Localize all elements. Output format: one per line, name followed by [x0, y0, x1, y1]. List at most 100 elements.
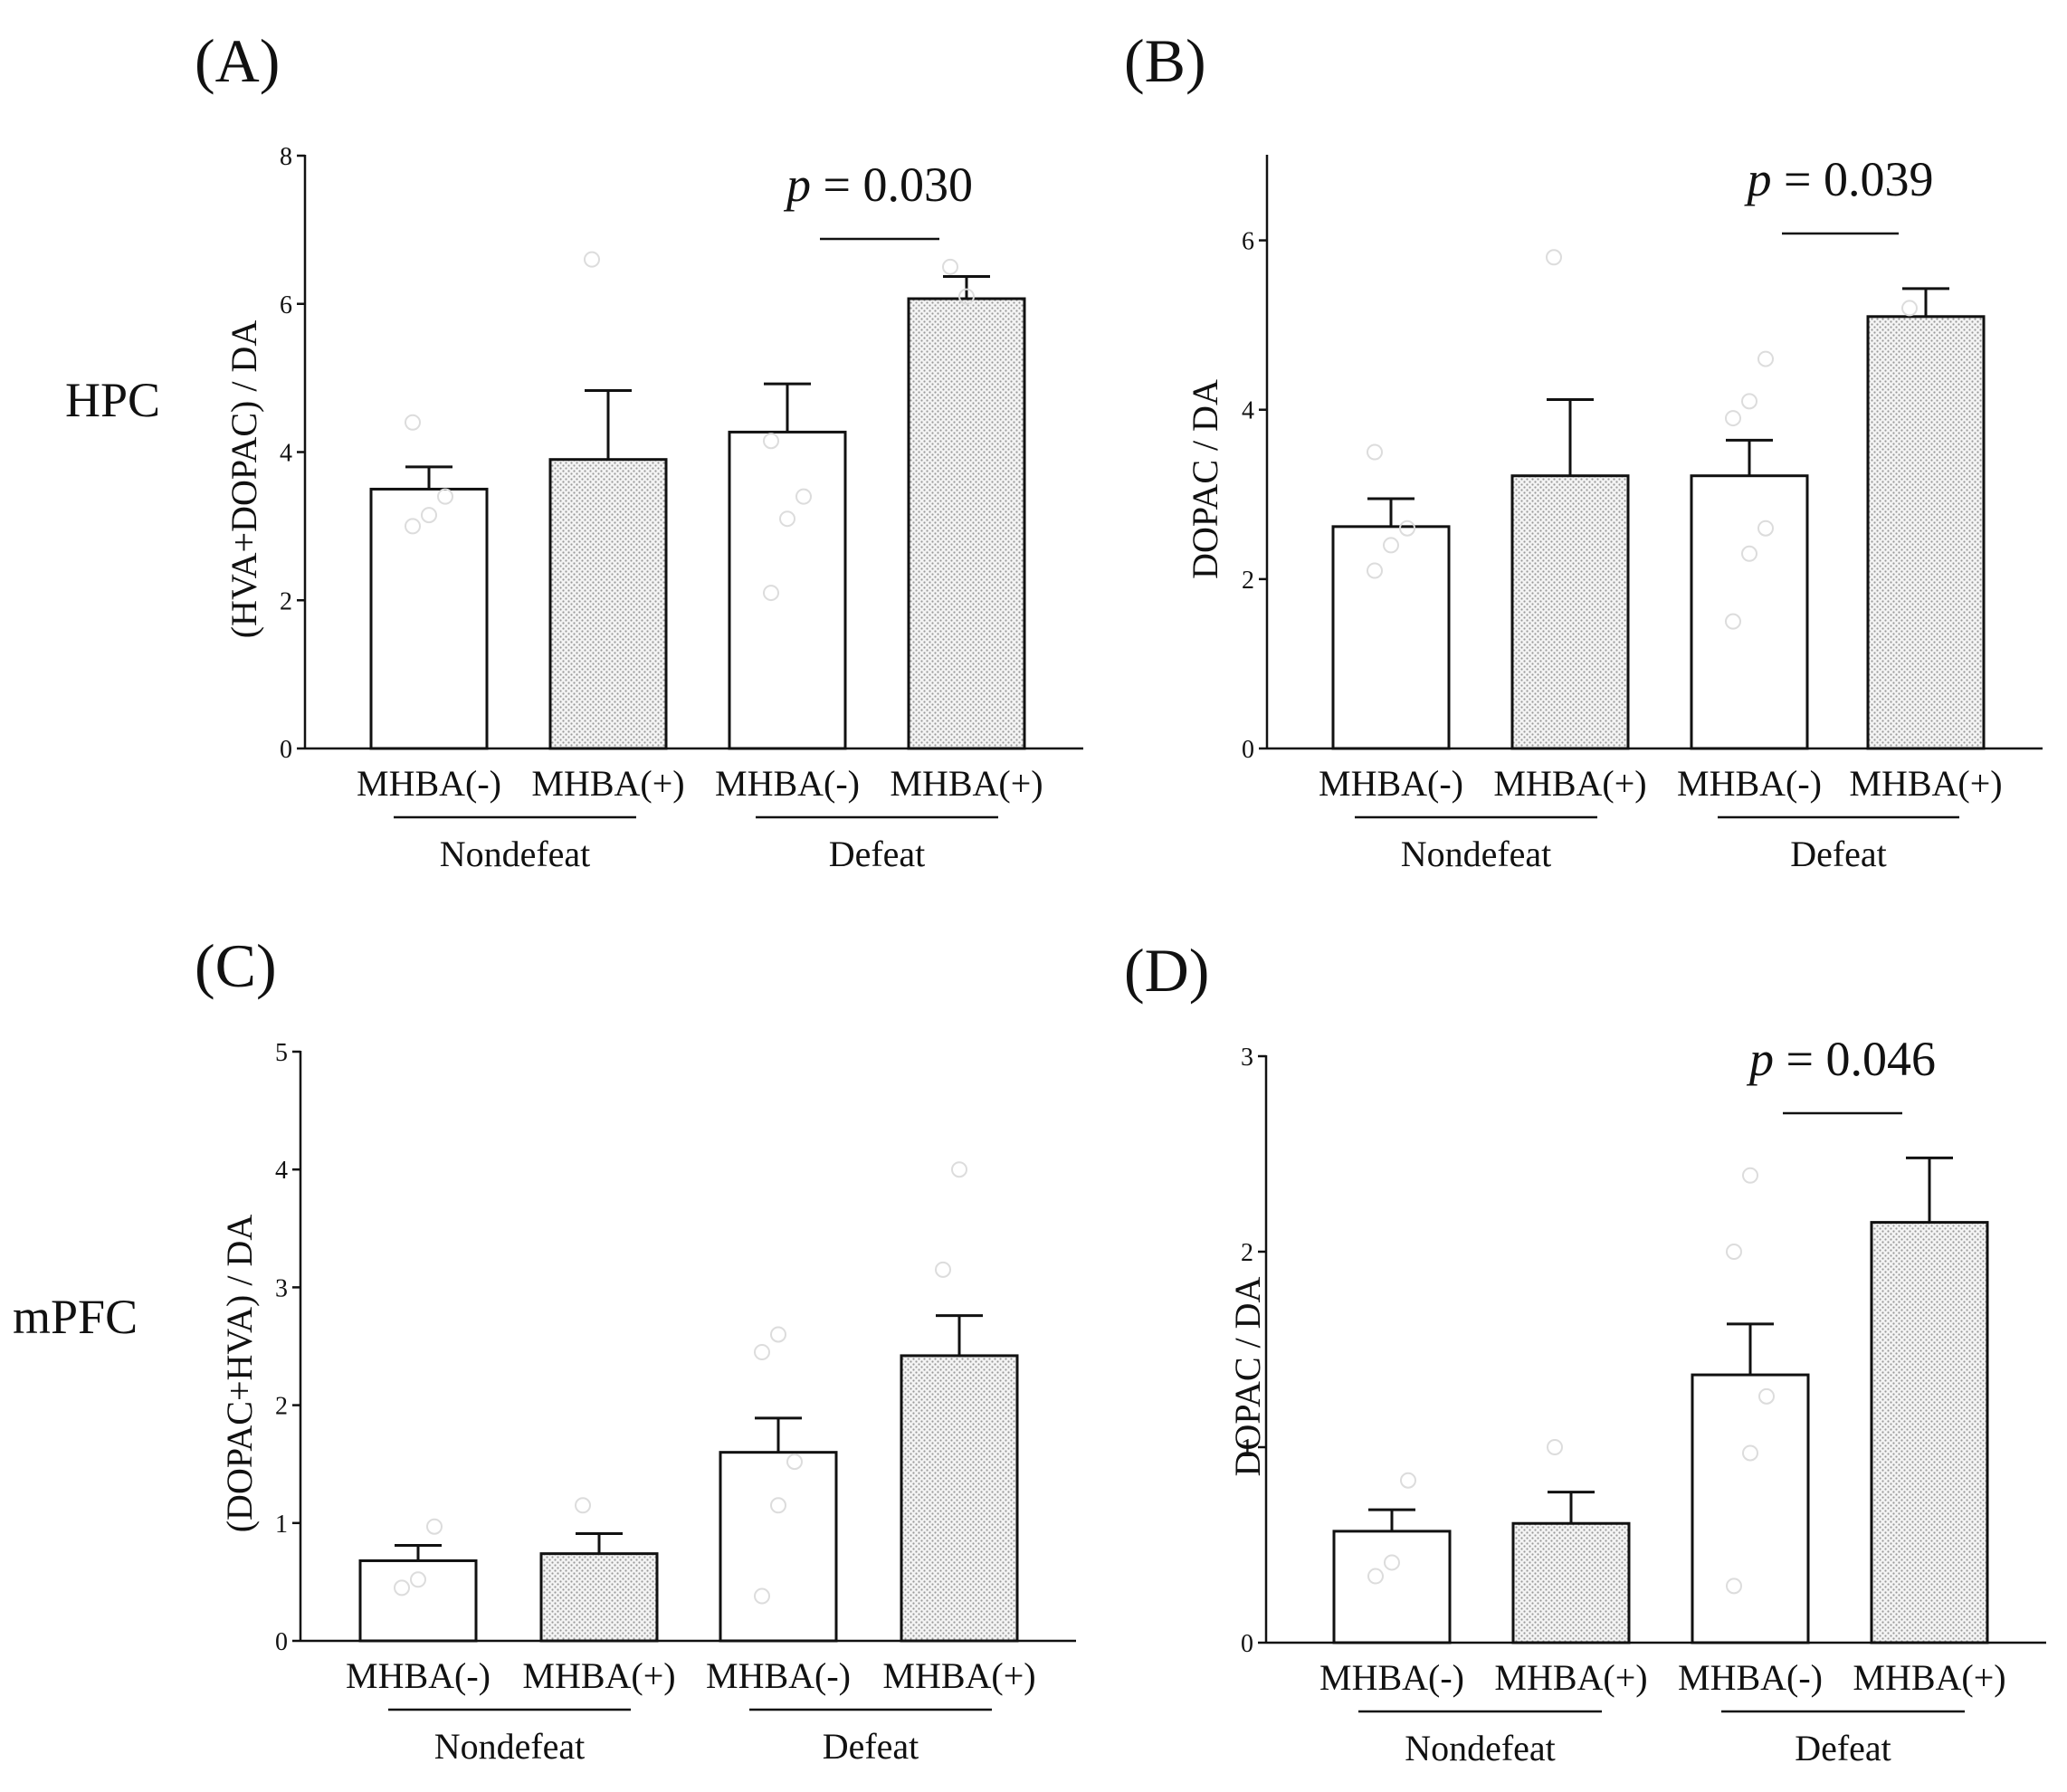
significance-p: p — [783, 157, 824, 212]
x-category-label: MHBA(-) — [1319, 1657, 1464, 1698]
y-tick-label: 0 — [1241, 1630, 1253, 1658]
y-axis-title: DOPAC / DA — [1185, 379, 1225, 579]
y-tick-label: 1 — [1241, 1435, 1253, 1463]
x-category-label: MHBA(-) — [357, 763, 501, 804]
data-point — [1367, 1568, 1384, 1585]
data-point — [1758, 1387, 1775, 1405]
data-point — [1901, 300, 1918, 317]
x-category-label: MHBA(+) — [1849, 763, 2002, 804]
y-axis-title: (HVA+DOPAC) / DA — [224, 320, 264, 639]
data-point — [935, 1261, 951, 1278]
data-point — [1757, 519, 1774, 537]
data-point — [1726, 1578, 1742, 1595]
data-point — [1546, 249, 1562, 266]
panel-c: (C) 0 1 2 3 4 5 (DOPAC+HVA) / DA MHBA(-) MHBA(+) M… — [195, 931, 1076, 1767]
x-category-label: MHBA(-) — [346, 1655, 491, 1696]
y-tick-label: 4 — [280, 440, 292, 468]
data-point — [763, 433, 779, 450]
data-point — [1742, 1444, 1758, 1462]
bar — [900, 1354, 1019, 1643]
data-point — [1367, 443, 1383, 461]
panel-label: (C) — [195, 931, 277, 1000]
data-point — [754, 1344, 770, 1361]
data-point — [754, 1587, 770, 1605]
data-point — [1384, 1554, 1400, 1571]
row-label-hpc: HPC — [65, 373, 160, 427]
bar — [1870, 1221, 1989, 1644]
bar — [907, 297, 1026, 750]
data-point — [1742, 1167, 1758, 1184]
y-tick-label: 6 — [1242, 228, 1254, 256]
bar — [1332, 1530, 1452, 1644]
x-category-label: MHBA(-) — [706, 1655, 851, 1696]
y-tick-label: 3 — [1241, 1044, 1253, 1072]
y-tick-label: 0 — [1242, 736, 1254, 764]
group-label: Nondefeat — [434, 1726, 586, 1767]
y-tick-label: 8 — [280, 143, 292, 171]
bar — [369, 487, 489, 750]
group-label: Nondefeat — [440, 834, 591, 874]
y-tick-label: 2 — [1242, 567, 1254, 595]
data-point — [770, 1497, 786, 1514]
data-point — [1367, 562, 1383, 579]
data-point — [1741, 393, 1757, 410]
panel-b: (B) 0 2 4 6 DOPAC / DA MHBA(-) MHBA(+) MHBA(-) MH… — [1124, 26, 2043, 874]
bar — [1690, 474, 1809, 750]
data-point — [1725, 613, 1741, 630]
significance-value: = 0.030 — [824, 157, 973, 212]
data-point — [942, 258, 958, 275]
bar — [548, 458, 668, 750]
significance-value: = 0.039 — [1784, 152, 1933, 206]
bar — [1331, 525, 1451, 750]
data-point — [770, 1326, 786, 1343]
significance-label: p = 0.030 — [783, 157, 973, 212]
y-tick-label: 6 — [280, 291, 292, 319]
bar — [1691, 1373, 1810, 1644]
data-point — [1383, 537, 1399, 554]
x-category-label: MHBA(+) — [1493, 763, 1646, 804]
x-category-label: MHBA(+) — [531, 763, 684, 804]
data-point — [1741, 545, 1757, 562]
data-point — [421, 507, 437, 524]
data-point — [584, 251, 600, 268]
data-point — [405, 518, 421, 535]
y-tick-label: 0 — [280, 736, 292, 764]
x-category-label: MHBA(-) — [1677, 763, 1822, 804]
bar — [539, 1552, 659, 1643]
panel-label: (A) — [195, 26, 280, 95]
x-category-label: MHBA(+) — [1853, 1657, 2005, 1698]
data-point — [575, 1497, 591, 1514]
panel-label: (B) — [1124, 26, 1206, 95]
bar — [1510, 474, 1630, 750]
y-tick-label: 0 — [275, 1628, 288, 1656]
panel-label: (D) — [1124, 936, 1209, 1005]
bar — [1866, 315, 1986, 750]
data-point — [1400, 1472, 1416, 1489]
data-point — [1547, 1439, 1563, 1455]
data-point — [763, 585, 779, 602]
significance-value: = 0.046 — [1786, 1032, 1936, 1086]
panel-d: (D) 0 1 2 3 DOPAC / DA MHBA(-) MHBA(+) MHBA(-) MH… — [1124, 936, 2046, 1768]
data-point — [1726, 1244, 1742, 1260]
data-point — [795, 488, 812, 505]
data-point — [394, 1579, 410, 1597]
y-tick-label: 1 — [275, 1511, 288, 1539]
bar — [728, 430, 847, 750]
data-point — [958, 288, 975, 305]
y-tick-label: 4 — [275, 1157, 288, 1185]
significance-p: p — [1746, 1032, 1786, 1086]
y-tick-label: 2 — [275, 1393, 288, 1421]
y-tick-label: 2 — [1241, 1239, 1253, 1267]
significance-p: p — [1744, 152, 1785, 206]
data-point — [426, 1518, 443, 1535]
y-tick-label: 3 — [275, 1274, 288, 1302]
data-point — [405, 414, 421, 431]
group-label: Nondefeat — [1405, 1728, 1556, 1768]
y-axis-title: DOPAC / DA — [1227, 1276, 1268, 1476]
panel-a: (A) 0 2 4 6 8 (HVA+DOPAC) / DA MHBA(-) MHBA(+) MH… — [195, 26, 1083, 874]
data-point — [1757, 350, 1774, 367]
data-point — [437, 488, 453, 505]
bar — [719, 1451, 838, 1643]
data-point — [786, 1454, 803, 1471]
